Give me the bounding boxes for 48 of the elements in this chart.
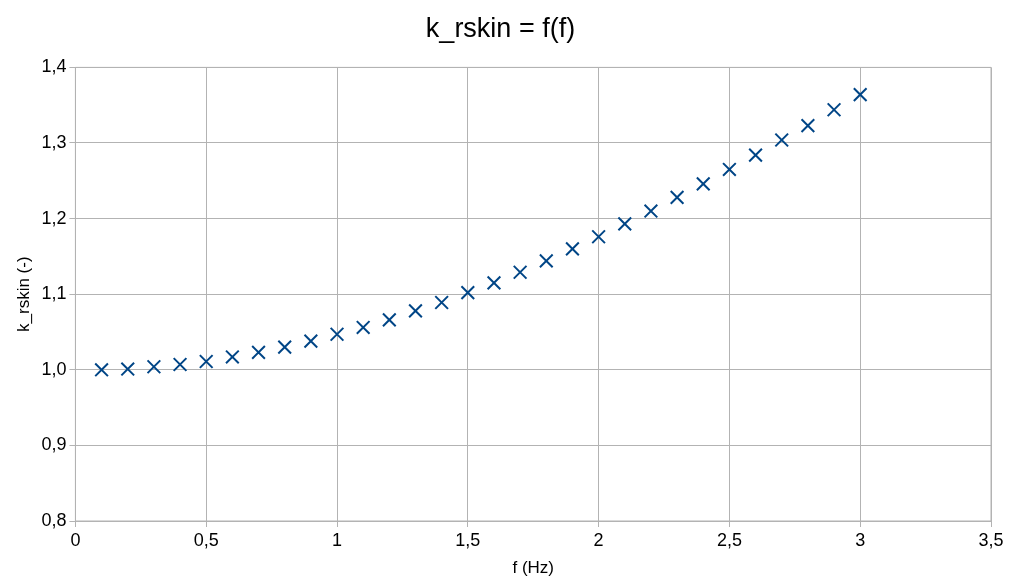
point: [669, 190, 685, 205]
y-tick-label: 1,4: [41, 56, 67, 77]
point: [643, 203, 659, 219]
point: [722, 162, 737, 177]
point: [303, 333, 319, 349]
point: [146, 359, 162, 375]
point: [355, 320, 371, 335]
x-tick-label: 2: [593, 529, 604, 550]
point: [94, 362, 109, 378]
x-tick-label: 0,5: [193, 529, 219, 550]
x-tick-label: 1: [332, 529, 343, 550]
point: [277, 339, 293, 355]
x-tick-label: 0: [70, 529, 81, 550]
point: [172, 357, 188, 372]
x-tick-label: 3,5: [978, 529, 1004, 550]
point: [538, 253, 554, 269]
y-tick-label: 1,1: [41, 283, 67, 304]
y-tick-label: 0,9: [41, 434, 67, 455]
point: [225, 349, 240, 365]
point: [329, 326, 345, 342]
point: [852, 87, 868, 102]
y-axis-title: k_rskin (-): [13, 256, 33, 332]
point: [120, 361, 136, 377]
y-tick-label: 0,8: [41, 509, 67, 530]
x-axis-title: f (Hz): [512, 558, 554, 578]
point: [486, 275, 502, 291]
y-tick-label: 1,3: [41, 131, 67, 152]
point: [381, 312, 397, 328]
x-tick-label: 3: [855, 529, 866, 550]
y-tick-label: 1,2: [41, 207, 67, 228]
point: [591, 229, 606, 245]
point: [565, 241, 580, 257]
point: [198, 354, 214, 369]
x-tick-label: 1,5: [455, 529, 481, 550]
point: [408, 303, 423, 319]
x-tick-label: 2,5: [716, 529, 742, 550]
point: [774, 132, 790, 148]
point: [617, 216, 633, 232]
chart-title: k_rskin = f(f): [425, 12, 576, 43]
y-tick-label: 1,0: [41, 358, 67, 379]
point: [460, 285, 476, 301]
point: [826, 102, 842, 118]
point: [512, 264, 528, 280]
point: [251, 345, 266, 360]
point: [695, 176, 711, 192]
point: [800, 118, 816, 133]
point: [748, 147, 763, 163]
point: [434, 295, 450, 310]
